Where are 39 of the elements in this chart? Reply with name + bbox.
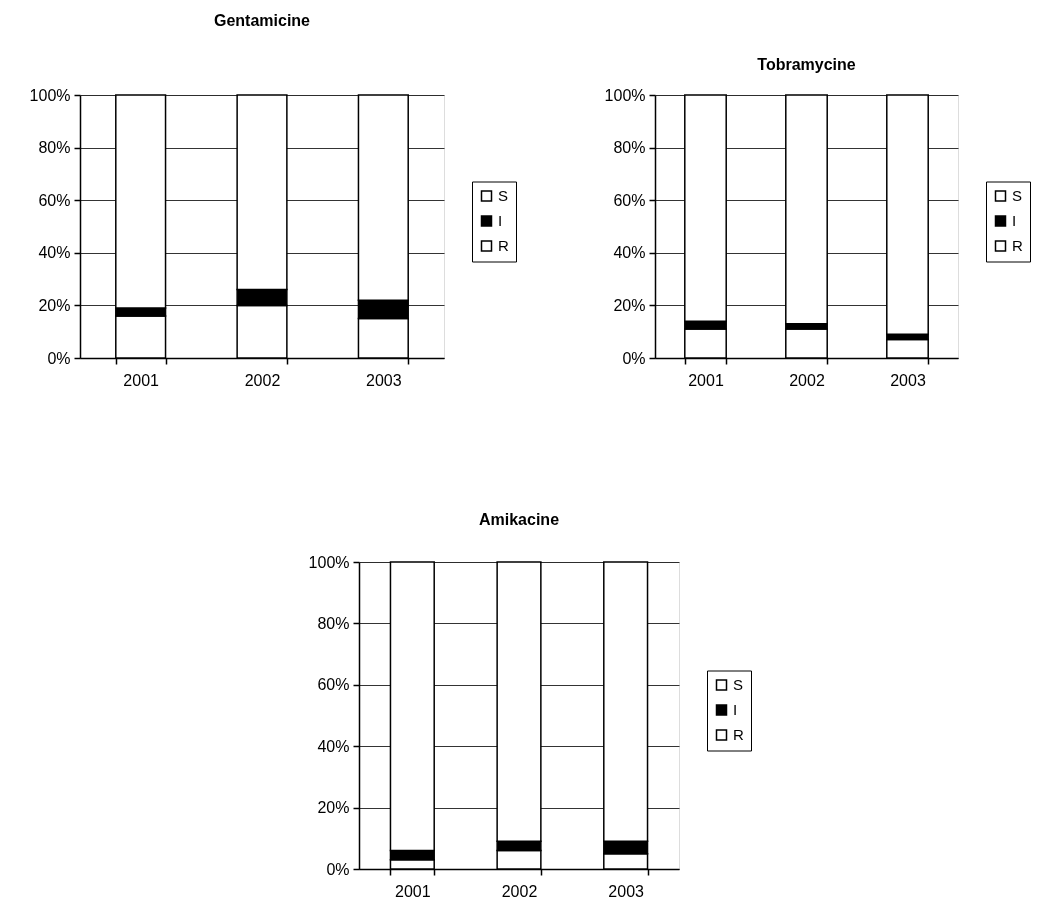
y-tick-label: 20% [613, 296, 646, 314]
y-tick-label: 20% [38, 296, 71, 314]
y-tick-label: 40% [613, 244, 646, 262]
y-tick-label: 80% [317, 614, 350, 632]
legend-label: R [733, 726, 744, 743]
y-tick-label: 60% [38, 191, 71, 209]
legend-label: S [1012, 187, 1023, 204]
y-tick-label: 100% [29, 86, 71, 104]
y-tick-label: 80% [38, 139, 71, 157]
y-tick-label: 40% [38, 244, 71, 262]
legend-label: S [733, 676, 744, 693]
legend-label: I [1012, 212, 1017, 229]
y-tick-label: 60% [317, 676, 350, 694]
x-tick-label: 2003 [608, 882, 645, 900]
y-tick-label: 0% [622, 349, 646, 367]
legend-label: I [498, 212, 503, 229]
y-tick-label: 20% [317, 799, 350, 817]
y-tick-label: 100% [308, 553, 350, 571]
legend-label: I [733, 701, 738, 718]
y-tick-label: 60% [613, 191, 646, 209]
legend-label: S [498, 187, 509, 204]
x-tick-label: 2001 [123, 371, 160, 389]
x-tick-label: 2002 [244, 371, 281, 389]
y-tick-label: 0% [326, 860, 350, 878]
x-tick-label: 2003 [890, 371, 926, 389]
y-tick-label: 100% [604, 86, 646, 104]
x-tick-label: 2002 [501, 882, 538, 900]
chart-title: Amikacine [478, 511, 560, 528]
x-tick-label: 2001 [688, 371, 724, 389]
x-tick-label: 2002 [789, 371, 825, 389]
y-tick-label: 80% [613, 139, 646, 157]
chart-title: Tobramycine [757, 56, 856, 73]
legend-label: R [1012, 237, 1023, 254]
x-tick-label: 2001 [395, 882, 431, 900]
x-tick-label: 2003 [366, 371, 402, 389]
y-tick-label: 40% [317, 737, 350, 755]
y-tick-label: 0% [47, 349, 71, 367]
legend-label: R [498, 237, 509, 254]
chart-title: Gentamicine [213, 12, 311, 29]
